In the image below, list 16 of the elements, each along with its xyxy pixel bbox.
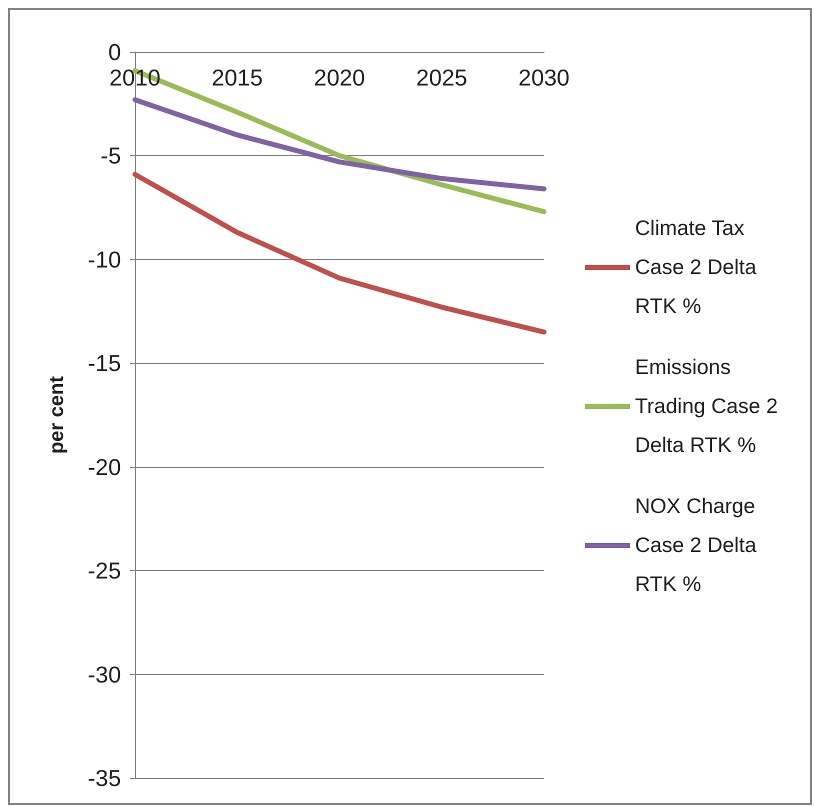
legend-label: Emissions Trading Case 2 Delta RTK %: [635, 356, 784, 457]
x-tick-label: 2020: [314, 64, 366, 90]
y-tick-label: -10: [88, 246, 121, 272]
x-tick-label: 2025: [416, 64, 468, 90]
legend-label: NOX Charge Case 2 Delta RTK %: [635, 495, 762, 596]
x-tick-label: 2015: [212, 64, 263, 90]
y-tick-label: -30: [88, 661, 121, 688]
y-tick-label: -5: [100, 142, 121, 169]
y-tick-label: -25: [88, 558, 121, 584]
legend-label: Climate Tax Case 2 Delta RTK %: [635, 217, 762, 318]
x-tick-label: 2030: [518, 64, 570, 90]
y-tick-label: -35: [88, 765, 121, 791]
y-axis-title: per cent: [46, 376, 68, 454]
y-tick-label: -15: [88, 350, 121, 376]
y-tick-label: -20: [88, 454, 121, 480]
y-tick-label: 0: [108, 39, 121, 65]
